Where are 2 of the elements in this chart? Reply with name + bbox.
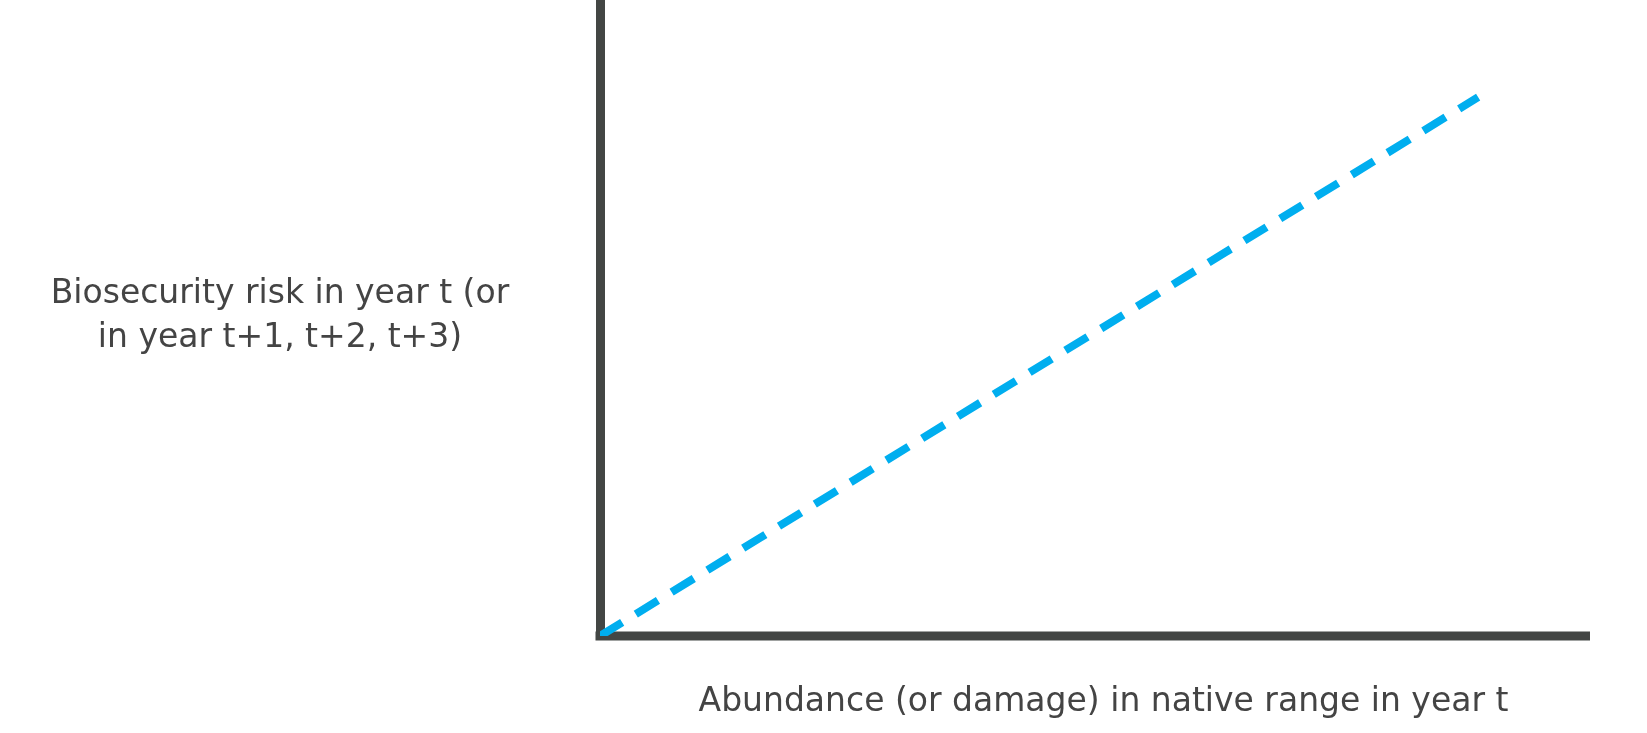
x-axis-title: Abundance (or damage) in native range in year t bbox=[697, 680, 1510, 719]
y-axis-title: Biosecurity risk in year t (or in year t+1, t+2, t+3) bbox=[49, 271, 511, 357]
